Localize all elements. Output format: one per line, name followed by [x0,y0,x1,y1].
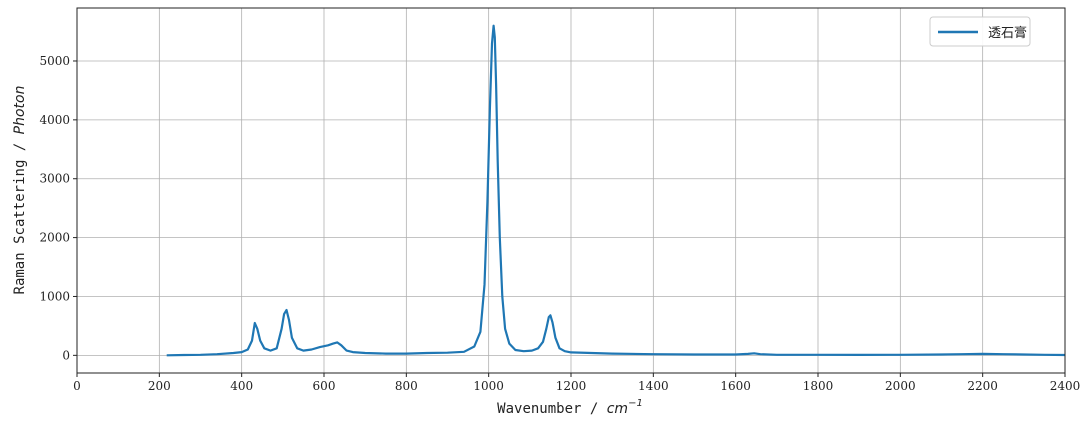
y-tick-label: 4000 [39,113,70,127]
x-tick-label: 2000 [885,379,916,393]
legend: 透石膏 [929,16,1031,47]
legend-box [929,16,1031,47]
y-axis-label: Raman Scattering / Photon [12,86,28,295]
x-axis-label: Wavenumber / cm−1 [497,398,643,417]
y-tick-label: 3000 [39,172,70,186]
x-tick-label: 400 [230,379,253,393]
x-tick-label: 1200 [556,379,587,393]
x-tick-label: 1000 [473,379,504,393]
grid [76,8,1066,373]
x-tick-label: 200 [148,379,171,393]
y-tick-label: 2000 [39,231,70,245]
x-tick-label: 2400 [1050,379,1081,393]
y-tick-label: 5000 [39,54,70,68]
x-tick-label: 600 [313,379,336,393]
x-tick-label: 0 [73,379,81,393]
y-tick-label: 1000 [39,289,70,303]
y-tick-label: 0 [62,348,70,362]
x-tick-label: 1800 [803,379,834,393]
x-tick-label: 1600 [720,379,751,393]
legend-label: 透石膏 [988,25,1027,41]
y-axis-ticks: 0 1000 2000 3000 4000 5000 [39,54,77,362]
x-axis-ticks: 0 200 400 600 800 1000 1200 1400 1600 1800 2000 220… [73,373,1080,393]
plot-area [166,24,1066,357]
x-tick-label: 1400 [638,379,669,393]
x-tick-label: 800 [395,379,418,393]
x-tick-label: 2200 [967,379,998,393]
series-line [166,24,1066,357]
